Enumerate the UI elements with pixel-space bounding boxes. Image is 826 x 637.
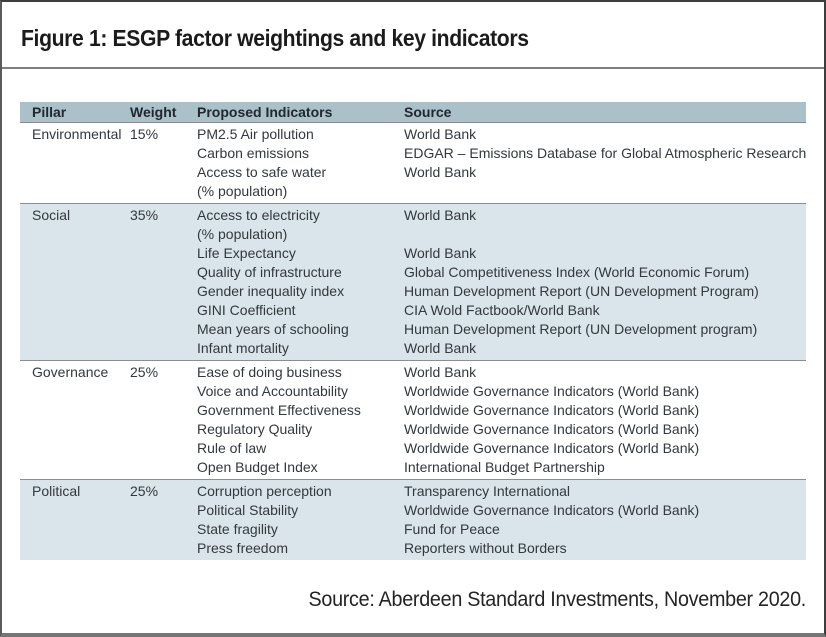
source-line: [404, 225, 806, 244]
indicator-line: Quality of infrastructure: [197, 264, 342, 280]
source-line: CIA Wold Factbook/World Bank: [404, 302, 600, 318]
title-divider: [2, 67, 824, 69]
source-line: Global Competitiveness Index (World Econ…: [404, 264, 750, 280]
indicator-line: Access to safe water: [197, 164, 327, 180]
indicator-line: Government Effectiveness: [197, 402, 361, 418]
indicators-cell: Access to electricity (% population) Life …: [197, 206, 404, 358]
source-line: Fund for Peace: [404, 521, 500, 537]
indicator-line: PM2.5 Air pollution: [197, 126, 314, 142]
indicator-line: Ease of doing business: [197, 364, 342, 380]
weight-cell: 25%: [130, 483, 159, 499]
weight-cell: 25%: [130, 364, 159, 380]
table-section-social: Social 35% Access to electricity (% populat…: [20, 203, 806, 360]
source-line: Worldwide Governance Indicators (World B…: [404, 402, 700, 418]
column-header-pillar: Pillar: [32, 104, 67, 120]
indicator-line: Life Expectancy: [197, 245, 296, 261]
source-line: Human Development Report (UN Development…: [404, 321, 758, 337]
weight-cell: 15%: [130, 126, 159, 142]
source-line: [404, 182, 806, 201]
table-header-row: Pillar Weight Proposed Indicators Source: [20, 102, 806, 123]
indicator-line: Infant mortality: [197, 340, 289, 356]
indicator-line: Carbon emissions: [197, 145, 310, 161]
table-sections: Environmental 15% PM2.5 Air pollution Carbo…: [20, 123, 806, 560]
sources-cell: Transparency International Worldwide Gove…: [404, 482, 806, 558]
table-section-environmental: Environmental 15% PM2.5 Air pollution Carbo…: [20, 123, 806, 203]
source-line: Transparency International: [404, 483, 571, 499]
indicator-line: Regulatory Quality: [197, 421, 313, 437]
weight-cell: 35%: [130, 207, 159, 223]
source-line: World Bank: [404, 340, 477, 356]
source-line: World Bank: [404, 364, 477, 380]
column-header-source: Source: [404, 104, 452, 120]
source-line: World Bank: [404, 207, 477, 223]
indicator-line: Press freedom: [197, 540, 289, 556]
source-line: Human Development Report (UN Development…: [404, 283, 759, 299]
indicators-cell: Ease of doing business Voice and Accounta…: [197, 363, 404, 477]
indicator-line: Voice and Accountability: [197, 383, 348, 399]
sources-cell: World Bank EDGAR – Emissions Database for…: [404, 125, 806, 201]
sources-cell: World Bank World Bank Global Competitivene…: [404, 206, 806, 358]
source-line: Worldwide Governance Indicators (World B…: [404, 440, 700, 456]
indicator-line: State fragility: [197, 521, 278, 537]
source-line: Worldwide Governance Indicators (World B…: [404, 421, 700, 437]
source-line: World Bank: [404, 126, 477, 142]
indicators-cell: PM2.5 Air pollution Carbon emissions Acces…: [197, 125, 404, 201]
indicator-line: Open Budget Index: [197, 459, 318, 475]
column-header-weight: Weight: [130, 104, 177, 120]
indicator-line: Mean years of schooling: [197, 321, 349, 337]
column-header-proposed-indicators: Proposed Indicators: [197, 104, 333, 120]
indicator-line: GINI Coefficient: [197, 302, 296, 318]
source-line: World Bank: [404, 245, 477, 261]
indicator-line: Political Stability: [197, 502, 299, 518]
pillar-cell: Governance: [32, 364, 109, 380]
indicator-line: Rule of law: [197, 440, 267, 456]
indicator-line: Access to electricity: [197, 207, 320, 223]
indicator-line: (% population): [197, 183, 288, 199]
pillar-cell: Social: [32, 207, 71, 223]
source-line: Worldwide Governance Indicators (World B…: [404, 383, 700, 399]
indicators-cell: Corruption perception Political Stability…: [197, 482, 404, 558]
pillar-cell: Political: [32, 483, 81, 499]
table-section-political: Political 25% Corruption perception Politic…: [20, 479, 806, 560]
indicators-table: Pillar Weight Proposed Indicators Source…: [20, 102, 806, 560]
sources-cell: World Bank Worldwide Governance Indicator…: [404, 363, 806, 477]
source-line: EDGAR – Emissions Database for Global At…: [404, 145, 807, 161]
indicator-line: Corruption perception: [197, 483, 332, 499]
source-line: Worldwide Governance Indicators (World B…: [404, 502, 700, 518]
figure-title: Figure 1: ESGP factor weightings and key…: [21, 25, 529, 51]
table-section-governance: Governance 25% Ease of doing business Voice…: [20, 360, 806, 479]
source-line: International Budget Partnership: [404, 459, 605, 475]
indicator-line: Gender inequality index: [197, 283, 345, 299]
source-line: Reporters without Borders: [404, 540, 567, 556]
pillar-cell: Environmental: [32, 126, 122, 142]
indicator-line: (% population): [197, 226, 288, 242]
source-line: World Bank: [404, 164, 477, 180]
source-note: Source: Aberdeen Standard Investments, N…: [308, 588, 806, 611]
